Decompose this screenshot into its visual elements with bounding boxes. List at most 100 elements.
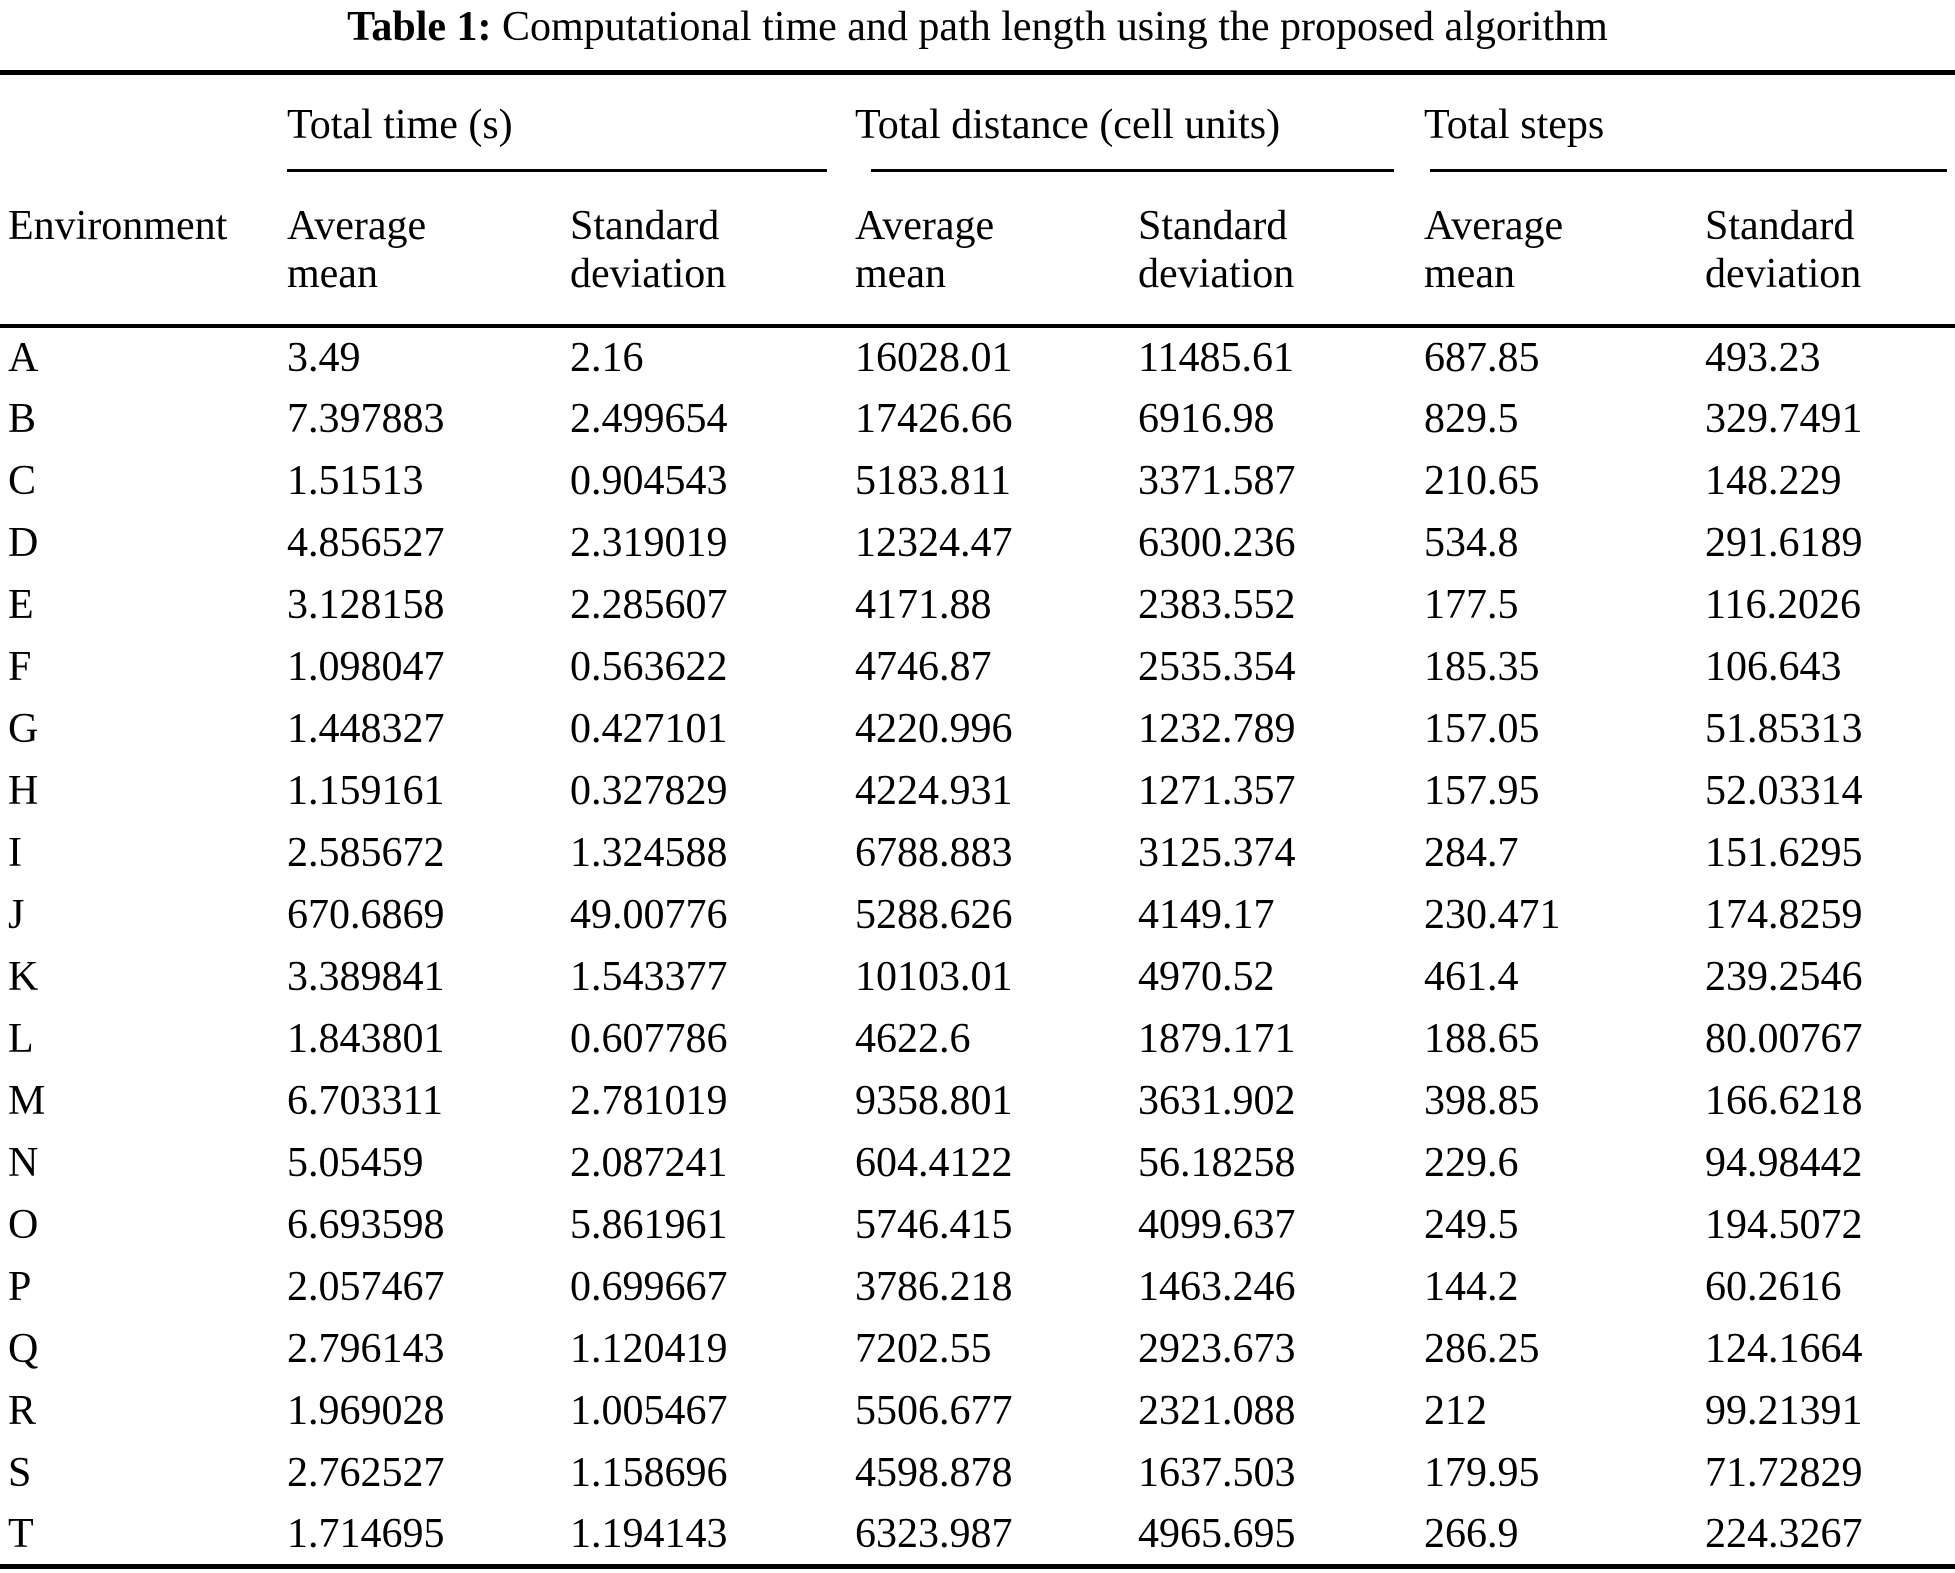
cell-steps-avg-mean: 829.5 xyxy=(1424,396,1519,442)
cell-time-avg-mean: 1.098047 xyxy=(287,644,445,690)
group-total-time-label: Total time (s) xyxy=(287,102,513,148)
cell-dist-std-dev: 1637.503 xyxy=(1138,1450,1296,1496)
cell-steps-std-dev: 94.98442 xyxy=(1705,1140,1863,1186)
table-row: K 3.389841 1.543377 10103.01 4970.52 461… xyxy=(0,946,1955,1008)
column-group-row: Total time (s) Total distance (cell unit… xyxy=(0,73,1955,173)
cell-steps-std-dev: 194.5072 xyxy=(1705,1202,1863,1248)
cell-steps-avg-mean: 185.35 xyxy=(1424,644,1540,690)
table-body: A 3.49 2.16 16028.01 11485.61 687.85 493… xyxy=(0,326,1955,1566)
cell-time-std-dev: 5.861961 xyxy=(570,1202,728,1248)
cell-time-std-dev: 0.699667 xyxy=(570,1264,728,1310)
cell-dist-avg-mean: 5506.677 xyxy=(855,1388,1013,1434)
cell-steps-std-dev: 493.23 xyxy=(1705,335,1821,381)
cell-steps-avg-mean: 210.65 xyxy=(1424,458,1540,504)
cell-dist-std-dev: 1879.171 xyxy=(1138,1016,1296,1062)
cell-steps-std-dev: 151.6295 xyxy=(1705,830,1863,876)
row-environment-label: D xyxy=(8,520,39,566)
header-steps-std-dev: Standard deviation xyxy=(1705,172,1955,328)
row-environment-label: F xyxy=(8,644,32,690)
cell-time-avg-mean: 1.159161 xyxy=(287,768,445,814)
cell-time-std-dev: 0.327829 xyxy=(570,768,728,814)
table-row: T 1.714695 1.194143 6323.987 4965.695 26… xyxy=(0,1504,1955,1566)
table-row: M 6.703311 2.781019 9358.801 3631.902 39… xyxy=(0,1070,1955,1132)
cell-dist-avg-mean: 3786.218 xyxy=(855,1264,1013,1310)
row-environment-label: M xyxy=(8,1078,46,1124)
cell-dist-avg-mean: 5183.811 xyxy=(855,458,1011,504)
header-time-std-dev: Standard deviation xyxy=(570,172,856,328)
cell-time-avg-mean: 2.796143 xyxy=(287,1326,445,1372)
cell-steps-std-dev: 52.03314 xyxy=(1705,768,1863,814)
cell-steps-std-dev: 329.7491 xyxy=(1705,396,1863,442)
cell-steps-avg-mean: 177.5 xyxy=(1424,582,1519,628)
table-row: P 2.057467 0.699667 3786.218 1463.246 14… xyxy=(0,1256,1955,1318)
row-environment-label: L xyxy=(8,1016,34,1062)
cell-dist-std-dev: 1271.357 xyxy=(1138,768,1296,814)
cell-time-std-dev: 1.324588 xyxy=(570,830,728,876)
row-environment-label: G xyxy=(8,706,39,752)
cell-time-avg-mean: 1.843801 xyxy=(287,1016,445,1062)
cell-steps-std-dev: 71.72829 xyxy=(1705,1450,1863,1496)
cmidrule-total-time xyxy=(287,169,828,172)
header-dist-std-dev: Standard deviation xyxy=(1138,172,1425,328)
cmidrule-total-distance xyxy=(871,169,1395,172)
table-row: L 1.843801 0.607786 4622.6 1879.171 188.… xyxy=(0,1008,1955,1070)
cell-steps-std-dev: 174.8259 xyxy=(1705,892,1863,938)
column-group-total-time: Total time (s) xyxy=(287,73,855,172)
cell-dist-std-dev: 4965.695 xyxy=(1138,1510,1296,1557)
column-group-total-steps: Total steps xyxy=(1424,73,1955,172)
table-row: E 3.128158 2.285607 4171.88 2383.552 177… xyxy=(0,574,1955,636)
cell-steps-avg-mean: 284.7 xyxy=(1424,830,1519,876)
cell-time-avg-mean: 7.397883 xyxy=(287,396,445,442)
cell-dist-avg-mean: 4746.87 xyxy=(855,644,992,690)
cell-time-avg-mean: 2.762527 xyxy=(287,1450,445,1496)
cell-dist-std-dev: 11485.61 xyxy=(1138,335,1294,381)
cell-time-std-dev: 2.16 xyxy=(570,335,644,381)
cell-dist-avg-mean: 9358.801 xyxy=(855,1078,1013,1124)
row-environment-label: N xyxy=(8,1140,39,1186)
row-environment-label: H xyxy=(8,768,39,814)
header-environment: Environment xyxy=(0,172,287,328)
row-environment-label: K xyxy=(8,954,39,1000)
table-row: Q 2.796143 1.120419 7202.55 2923.673 286… xyxy=(0,1318,1955,1380)
cell-steps-avg-mean: 534.8 xyxy=(1424,520,1519,566)
cell-dist-std-dev: 4970.52 xyxy=(1138,954,1275,1000)
cell-time-std-dev: 2.087241 xyxy=(570,1140,728,1186)
cell-steps-avg-mean: 230.471 xyxy=(1424,892,1561,938)
cell-time-std-dev: 1.120419 xyxy=(570,1326,728,1372)
cell-time-avg-mean: 5.05459 xyxy=(287,1140,424,1186)
cell-dist-std-dev: 6916.98 xyxy=(1138,396,1275,442)
cell-time-avg-mean: 670.6869 xyxy=(287,892,445,938)
cell-time-std-dev: 1.158696 xyxy=(570,1450,728,1496)
cmidrule-total-steps xyxy=(1430,169,1948,172)
cell-dist-std-dev: 4099.637 xyxy=(1138,1202,1296,1248)
results-table: Total time (s) Total distance (cell unit… xyxy=(0,70,1955,1569)
cell-steps-std-dev: 51.85313 xyxy=(1705,706,1863,752)
table-row: F 1.098047 0.563622 4746.87 2535.354 185… xyxy=(0,636,1955,698)
cell-steps-avg-mean: 461.4 xyxy=(1424,954,1519,1000)
row-environment-label: Q xyxy=(8,1326,39,1372)
row-environment-label: E xyxy=(8,582,34,628)
cell-dist-std-dev: 6300.236 xyxy=(1138,520,1296,566)
cell-steps-std-dev: 116.2026 xyxy=(1705,582,1861,628)
cell-dist-std-dev: 2321.088 xyxy=(1138,1388,1296,1434)
cell-steps-avg-mean: 249.5 xyxy=(1424,1202,1519,1248)
table-number-label: Table 1: xyxy=(347,4,492,50)
cell-dist-avg-mean: 6323.987 xyxy=(855,1510,1013,1557)
cell-dist-std-dev: 2923.673 xyxy=(1138,1326,1296,1372)
cell-time-avg-mean: 3.389841 xyxy=(287,954,445,1000)
cell-time-std-dev: 2.781019 xyxy=(570,1078,728,1124)
cell-dist-std-dev: 3125.374 xyxy=(1138,830,1296,876)
cell-steps-avg-mean: 188.65 xyxy=(1424,1016,1540,1062)
table-row: B 7.397883 2.499654 17426.66 6916.98 829… xyxy=(0,388,1955,450)
cell-steps-avg-mean: 157.95 xyxy=(1424,768,1540,814)
cell-steps-std-dev: 239.2546 xyxy=(1705,954,1863,1000)
table-row: G 1.448327 0.427101 4220.996 1232.789 15… xyxy=(0,698,1955,760)
cell-dist-avg-mean: 7202.55 xyxy=(855,1326,992,1372)
cell-dist-avg-mean: 5746.415 xyxy=(855,1202,1013,1248)
cell-time-std-dev: 2.285607 xyxy=(570,582,728,628)
row-environment-label: J xyxy=(8,892,25,938)
cell-time-avg-mean: 1.448327 xyxy=(287,706,445,752)
cell-steps-avg-mean: 286.25 xyxy=(1424,1326,1540,1372)
group-spacer-cell xyxy=(0,73,287,173)
cell-steps-std-dev: 99.21391 xyxy=(1705,1388,1863,1434)
